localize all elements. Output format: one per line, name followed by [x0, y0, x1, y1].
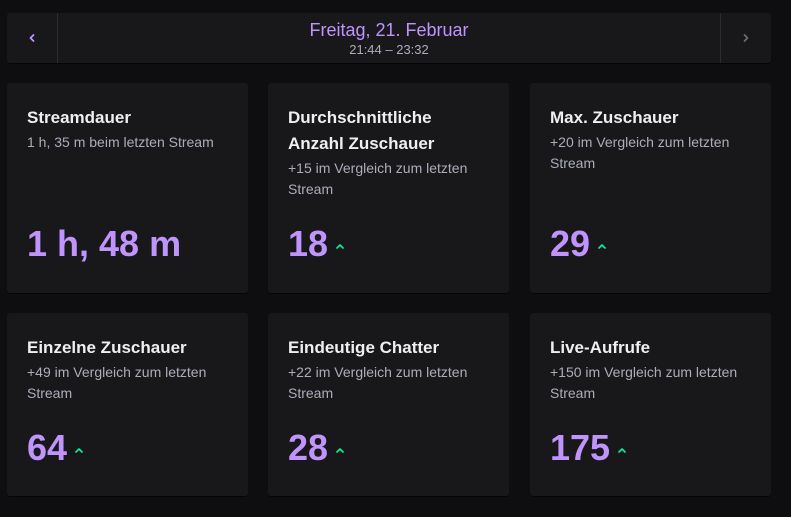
card-value-row: 64	[27, 428, 83, 468]
stat-card-max-viewers: Max. Zuschauer +20 im Vergleich zum letz…	[530, 83, 771, 293]
card-value-row: 18	[288, 224, 344, 264]
date-navigator: Freitag, 21. Februar 21:44 – 23:32	[7, 13, 771, 63]
card-value-row: 28	[288, 428, 344, 468]
stat-card-average-viewers: Durchschnittliche Anzahl Zuschauer +15 i…	[268, 83, 509, 293]
stat-card-unique-chatters: Eindeutige Chatter +22 im Vergleich zum …	[268, 313, 509, 496]
card-value-row: 175	[550, 428, 626, 468]
date-display: Freitag, 21. Februar 21:44 – 23:32	[58, 13, 720, 63]
card-value: 1 h, 48 m	[27, 223, 182, 264]
card-value-row: 29	[550, 224, 606, 264]
previous-stream-button[interactable]	[7, 13, 58, 63]
card-comparison: +150 im Vergleich zum letzten Stream	[550, 364, 738, 401]
card-comparison: 1 h, 35 m beim letzten Stream	[27, 134, 214, 150]
stat-card-unique-viewers: Einzelne Zuschauer +49 im Vergleich zum …	[7, 313, 248, 496]
trend-up-icon	[336, 448, 344, 453]
card-value: 175	[550, 427, 611, 468]
card-comparison: +20 im Vergleich zum letzten Stream	[550, 134, 730, 171]
card-value: 28	[288, 427, 329, 468]
card-title: Durchschnittliche Anzahl Zuschauer	[288, 108, 435, 153]
card-comparison: +22 im Vergleich zum letzten Stream	[288, 364, 468, 401]
stream-time-range: 21:44 – 23:32	[349, 42, 429, 57]
card-title: Live-Aufrufe	[550, 338, 651, 357]
trend-up-icon	[598, 244, 606, 249]
stat-card-stream-duration: Streamdauer 1 h, 35 m beim letzten Strea…	[7, 83, 248, 293]
card-title: Einzelne Zuschauer	[27, 338, 187, 357]
chevron-right-icon	[743, 34, 749, 42]
stream-date: Freitag, 21. Februar	[309, 20, 469, 40]
stat-card-live-views: Live-Aufrufe +150 im Vergleich zum letzt…	[530, 313, 771, 496]
card-value: 29	[550, 223, 591, 264]
next-stream-button[interactable]	[720, 13, 771, 63]
card-value: 18	[288, 223, 329, 264]
card-title: Eindeutige Chatter	[288, 338, 440, 357]
card-comparison: +49 im Vergleich zum letzten Stream	[27, 364, 207, 401]
trend-up-icon	[618, 448, 626, 453]
card-value-row: 1 h, 48 m	[27, 224, 181, 264]
trend-up-icon	[336, 244, 344, 249]
card-value: 64	[27, 427, 68, 468]
trend-up-icon	[75, 448, 83, 453]
card-title: Max. Zuschauer	[550, 108, 679, 127]
card-comparison: +15 im Vergleich zum letzten Stream	[288, 160, 468, 197]
chevron-left-icon	[29, 34, 35, 42]
card-title: Streamdauer	[27, 108, 131, 127]
